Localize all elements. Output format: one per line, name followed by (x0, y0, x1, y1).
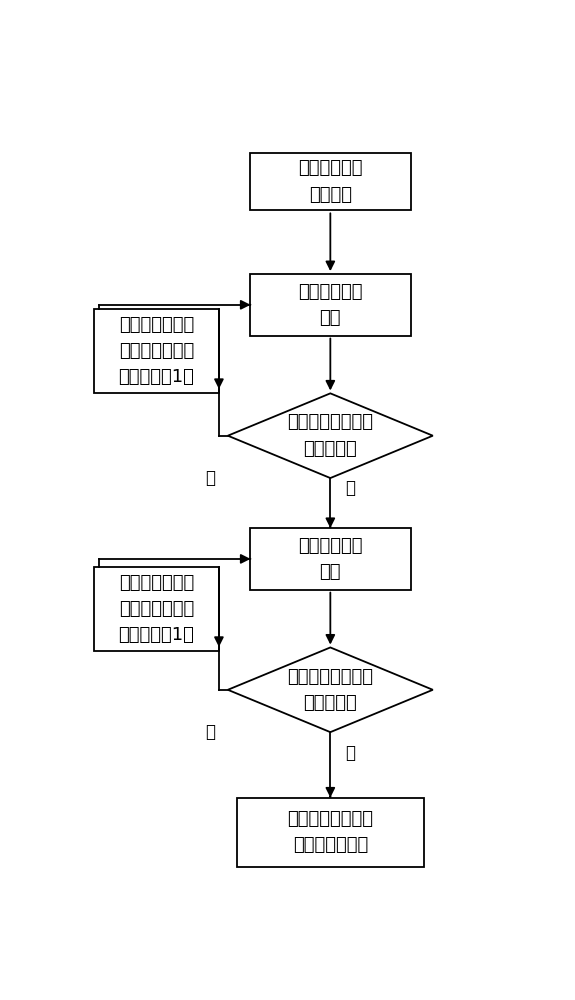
Text: 是否满足静态电压
稳定要求？: 是否满足静态电压 稳定要求？ (288, 414, 373, 458)
Polygon shape (228, 393, 433, 478)
Polygon shape (250, 528, 411, 590)
Text: 增开与暂态电压
最薄弱点电气距
离最近机组1台: 增开与暂态电压 最薄弱点电气距 离最近机组1台 (118, 574, 194, 644)
Text: 目标电网运行
方式数据: 目标电网运行 方式数据 (298, 159, 363, 204)
Text: 增开与静态电压
最薄弱点电气距
离最近机组1台: 增开与静态电压 最薄弱点电气距 离最近机组1台 (118, 316, 194, 386)
Text: 是: 是 (346, 479, 355, 497)
Text: 否: 否 (205, 723, 215, 741)
Text: 静态电压稳定
计算: 静态电压稳定 计算 (298, 283, 363, 327)
Polygon shape (94, 309, 219, 393)
Text: 暂态电压稳定
计算: 暂态电压稳定 计算 (298, 537, 363, 581)
Polygon shape (94, 567, 219, 651)
Text: 是否满足暂态电压
稳定要求？: 是否满足暂态电压 稳定要求？ (288, 668, 373, 712)
Text: 基于地区电压稳定
的最小开机方式: 基于地区电压稳定 的最小开机方式 (288, 810, 373, 854)
Polygon shape (250, 153, 411, 210)
Text: 是: 是 (346, 744, 355, 762)
Text: 否: 否 (205, 469, 215, 487)
Polygon shape (250, 274, 411, 336)
Polygon shape (237, 798, 424, 867)
Polygon shape (228, 647, 433, 732)
